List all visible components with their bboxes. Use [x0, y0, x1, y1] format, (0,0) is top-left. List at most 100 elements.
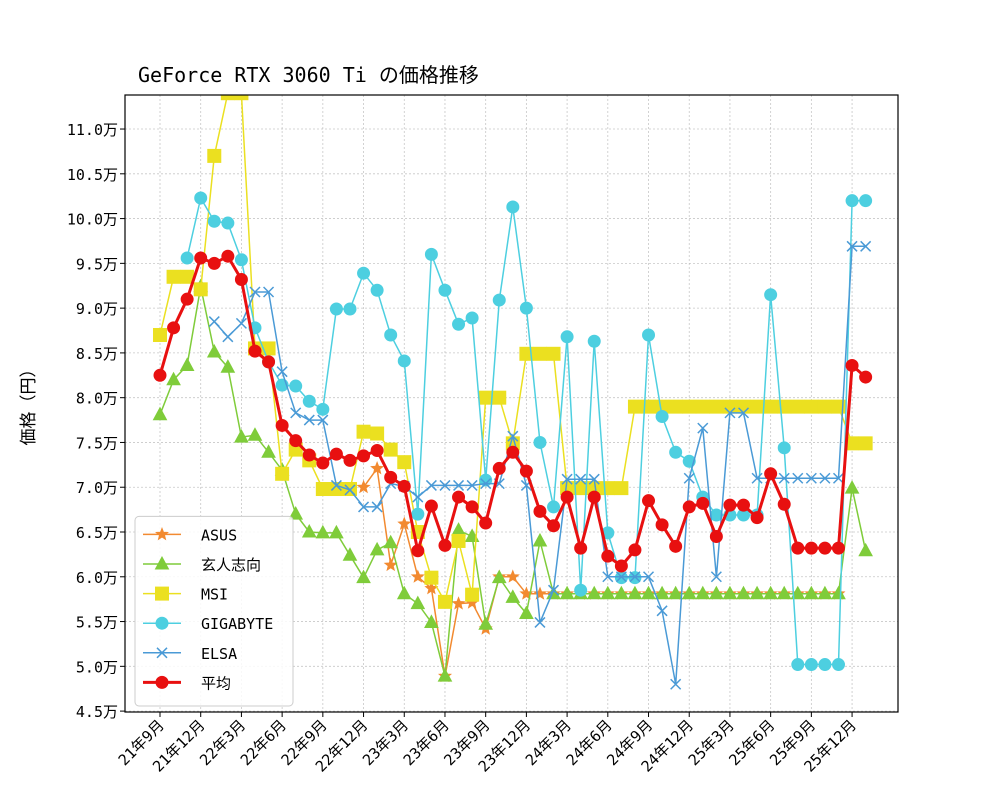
data-point [356, 569, 371, 584]
data-point [453, 479, 465, 491]
data-point [804, 585, 819, 600]
data-point [220, 359, 236, 373]
data-point [519, 301, 533, 315]
data-point [344, 484, 356, 496]
data-point [329, 302, 343, 316]
data-point [791, 658, 805, 672]
data-point [559, 585, 575, 600]
data-point [451, 596, 466, 610]
data-point [290, 407, 302, 419]
data-point [586, 585, 602, 600]
data-point [573, 481, 588, 496]
data-point [736, 399, 751, 414]
y-tick-label: 6.0万 [76, 569, 118, 587]
data-point [370, 426, 385, 441]
data-point [697, 422, 709, 434]
y-tick-label: 7.5万 [76, 434, 118, 452]
data-point [641, 585, 656, 600]
data-point [301, 523, 317, 538]
data-point [790, 399, 805, 414]
data-point [655, 518, 669, 532]
data-point [627, 399, 642, 414]
data-point [600, 481, 615, 496]
data-point [709, 585, 724, 600]
data-point [478, 390, 493, 405]
data-point [547, 519, 561, 533]
data-point [670, 678, 682, 690]
data-point [846, 240, 858, 252]
data-point [629, 571, 641, 583]
data-point [804, 399, 819, 414]
y-tick-label: 10.0万 [67, 211, 118, 229]
data-point [737, 407, 750, 419]
data-point [234, 253, 248, 267]
data-point [397, 354, 411, 368]
legend-marker [155, 675, 169, 689]
data-point [397, 516, 412, 530]
data-point [602, 571, 614, 583]
data-point [371, 501, 383, 513]
data-point [424, 247, 438, 261]
data-point [194, 251, 208, 265]
data-point [695, 399, 710, 414]
data-point [329, 447, 343, 461]
y-tick-label: 11.0万 [67, 121, 118, 139]
data-point [804, 658, 818, 672]
y-tick-label: 6.5万 [76, 524, 118, 542]
data-point [642, 494, 656, 508]
data-point [249, 286, 261, 298]
data-point [289, 379, 303, 393]
data-point [832, 658, 845, 672]
data-point [166, 371, 181, 386]
data-point [547, 500, 561, 514]
data-point [384, 328, 398, 342]
data-point [722, 399, 737, 414]
data-point [778, 472, 790, 484]
y-tick-label: 8.0万 [76, 390, 118, 408]
plot-frame [124, 94, 899, 713]
data-point [614, 585, 629, 600]
data-point [342, 547, 358, 561]
data-point [669, 445, 683, 459]
data-point [507, 430, 519, 442]
data-point [425, 479, 437, 491]
data-point [207, 256, 221, 270]
data-point [357, 266, 371, 280]
data-point [724, 407, 736, 419]
data-point [465, 311, 479, 325]
data-point [316, 402, 330, 416]
data-point [478, 616, 494, 630]
data-point [343, 302, 357, 316]
data-point [751, 472, 763, 484]
data-point [289, 434, 303, 448]
data-point [832, 541, 845, 555]
data-point [600, 585, 616, 600]
data-point [439, 479, 451, 491]
data-point [817, 585, 833, 600]
data-point [845, 358, 859, 372]
data-point [465, 587, 480, 602]
data-point [710, 571, 722, 583]
y-tick-label: 10.5万 [67, 166, 118, 184]
data-point [615, 571, 627, 583]
legend-marker [155, 586, 169, 601]
y-tick-label: 8.5万 [76, 345, 118, 363]
data-point [316, 456, 330, 470]
legend-label: 玄人志向 [201, 556, 261, 574]
data-point [588, 473, 600, 485]
data-point [791, 541, 805, 555]
data-point [683, 472, 695, 484]
data-point [315, 482, 330, 497]
data-point [819, 472, 831, 484]
data-point [776, 585, 792, 600]
legend-label: GIGABYTE [201, 615, 273, 633]
data-point [330, 479, 342, 491]
legend-marker [154, 555, 170, 570]
data-point [397, 479, 411, 493]
data-point [532, 532, 548, 547]
data-point [424, 499, 438, 513]
data-point [491, 569, 507, 584]
data-point [234, 429, 249, 443]
data-point [261, 444, 276, 458]
